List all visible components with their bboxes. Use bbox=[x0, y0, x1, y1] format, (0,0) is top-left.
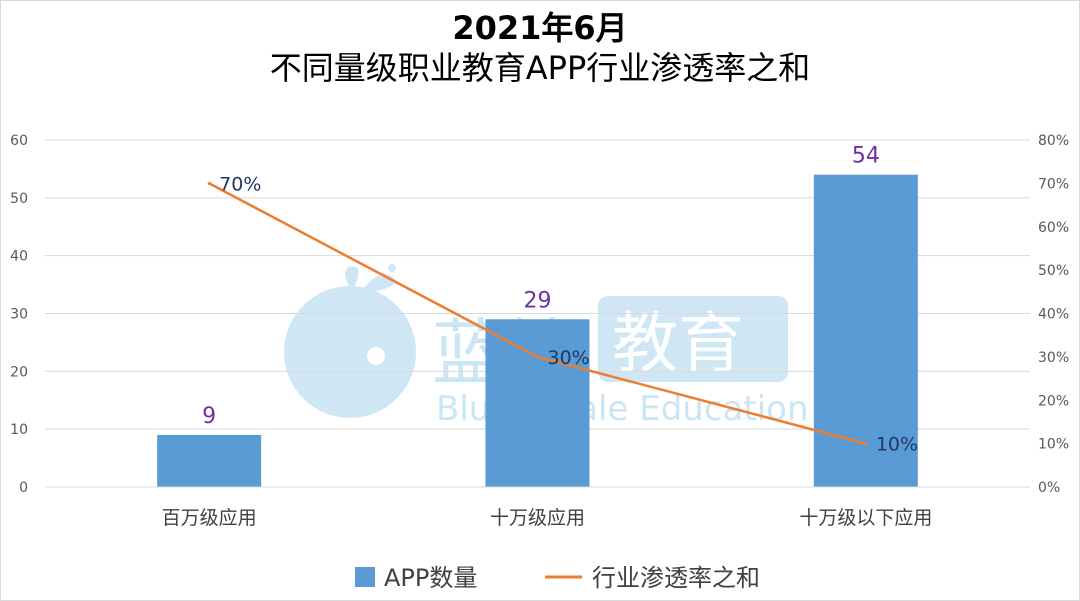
legend-label-line: 行业渗透率之和 bbox=[592, 564, 760, 592]
left-axis-ticks: 0 10 20 30 40 50 60 bbox=[10, 133, 28, 496]
line-point bbox=[207, 181, 211, 185]
legend: APP数量 行业渗透率之和 bbox=[355, 564, 760, 592]
legend-label-bar: APP数量 bbox=[384, 564, 477, 592]
right-tick-label: 60% bbox=[1038, 220, 1069, 236]
right-tick-label: 20% bbox=[1038, 393, 1069, 409]
bar-value-label: 9 bbox=[202, 404, 216, 429]
chart-title: 2021年6月 bbox=[452, 9, 628, 47]
left-tick-label: 50 bbox=[10, 191, 28, 207]
whale-logo-icon bbox=[284, 264, 416, 418]
category-label: 十万级应用 bbox=[490, 507, 585, 529]
left-tick-label: 0 bbox=[19, 480, 28, 496]
right-tick-label: 80% bbox=[1038, 133, 1069, 149]
line-point bbox=[864, 442, 868, 446]
chart-title-block: 2021年6月 不同量级职业教育APP行业渗透率之和 bbox=[0, 8, 1080, 88]
chart-subtitle: 不同量级职业教育APP行业渗透率之和 bbox=[269, 49, 811, 87]
right-tick-label: 50% bbox=[1038, 263, 1069, 279]
bar bbox=[485, 319, 590, 487]
line-value-label: 10% bbox=[876, 434, 918, 456]
category-axis: 百万级应用 十万级应用 十万级以下应用 bbox=[45, 486, 1030, 529]
category-label: 十万级以下应用 bbox=[799, 507, 932, 529]
bar-value-label: 29 bbox=[524, 288, 552, 313]
data-labels: 9 29 54 70% 30% 10% bbox=[202, 144, 918, 456]
watermark-cn2: 教育 bbox=[612, 305, 744, 382]
line-point bbox=[536, 355, 539, 359]
left-tick-label: 10 bbox=[10, 422, 28, 438]
line-value-label: 70% bbox=[219, 173, 261, 195]
right-tick-label: 0% bbox=[1038, 480, 1060, 496]
right-axis-ticks: 0% 10% 20% 30% 40% 50% 60% 70% 80% bbox=[1038, 133, 1069, 496]
right-tick-label: 10% bbox=[1038, 437, 1069, 453]
line-series bbox=[207, 181, 868, 446]
left-tick-label: 30 bbox=[10, 307, 28, 323]
bar bbox=[157, 434, 262, 487]
left-tick-label: 60 bbox=[10, 133, 28, 149]
bar-value-label: 54 bbox=[852, 144, 880, 169]
bar-series bbox=[157, 174, 918, 487]
left-tick-label: 40 bbox=[10, 249, 28, 265]
watermark: 蓝鲸 教育 Blue Whale Education bbox=[284, 264, 809, 429]
legend-swatch-bar bbox=[355, 567, 375, 587]
right-tick-label: 40% bbox=[1038, 307, 1069, 323]
line-value-label: 30% bbox=[548, 347, 590, 369]
right-tick-label: 70% bbox=[1038, 176, 1069, 192]
right-tick-label: 30% bbox=[1038, 350, 1069, 366]
left-tick-label: 20 bbox=[10, 364, 28, 380]
category-label: 百万级应用 bbox=[162, 507, 257, 529]
